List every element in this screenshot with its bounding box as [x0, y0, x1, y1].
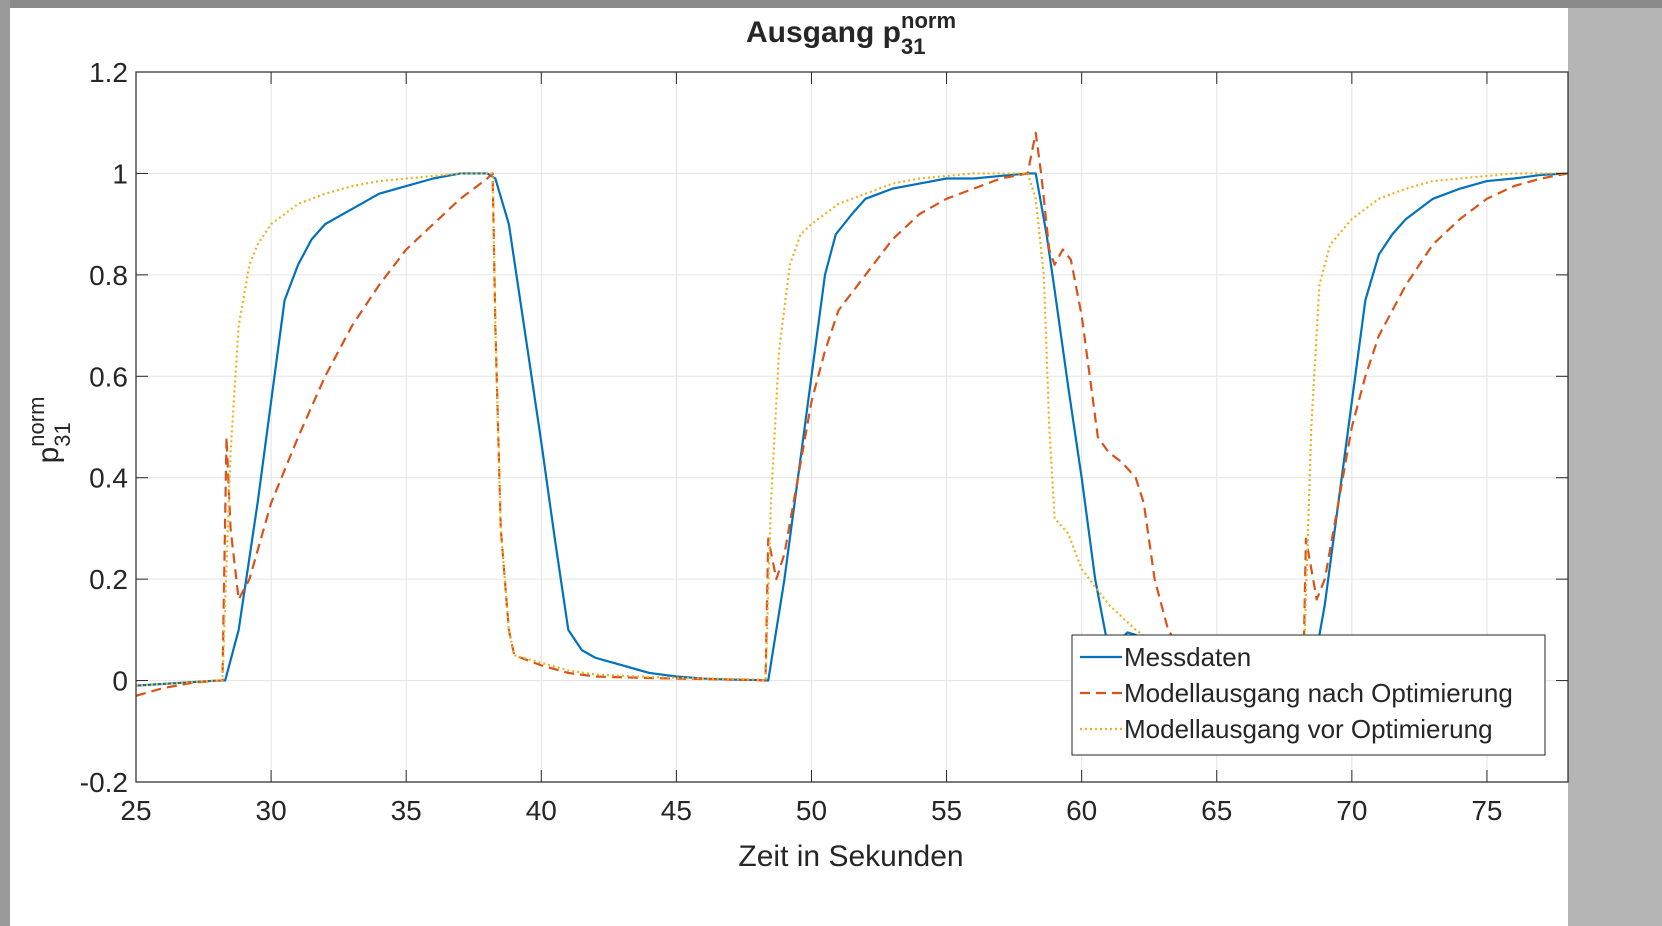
x-tick-label: 35 — [391, 795, 422, 826]
series-line — [136, 172, 1568, 687]
series-line — [136, 131, 1568, 697]
x-tick-label: 75 — [1471, 795, 1502, 826]
x-tick-label: 60 — [1066, 795, 1097, 826]
x-axis-label: Zeit in Sekunden — [738, 840, 963, 873]
y-label-text: pnorm31 — [24, 397, 75, 464]
y-tick-label: -0.2 — [80, 767, 128, 798]
legend-box — [1071, 634, 1546, 756]
legend: Messdaten Modellausgang nach Optimierung M… — [1071, 634, 1546, 756]
backdrop-right — [1568, 8, 1662, 926]
y-tick-label: 1.2 — [89, 57, 128, 88]
backdrop-top — [0, 0, 1662, 8]
legend-label: Modellausgang vor Optimierung — [1124, 714, 1493, 744]
y-tick-label: 0.4 — [89, 463, 128, 494]
x-tick-label: 50 — [796, 795, 827, 826]
chart-title: Ausgang pnorm 31 — [746, 8, 956, 59]
legend-label: Modellausgang nach Optimierung — [1124, 678, 1513, 708]
title-text: Ausgang p — [746, 16, 901, 49]
plot-lines — [136, 131, 1568, 697]
x-tick-label: 45 — [661, 795, 692, 826]
y-tick-label: 0 — [112, 666, 128, 697]
legend-label: Messdaten — [1124, 642, 1251, 672]
x-tick-label: 70 — [1336, 795, 1367, 826]
x-tick-label: 25 — [120, 795, 151, 826]
series-line — [136, 172, 1568, 687]
x-tick-label: 40 — [526, 795, 557, 826]
y-label-superscript: norm — [24, 397, 49, 447]
axes-box — [135, 71, 1569, 783]
ticks: 25 30 35 40 45 50 55 60 65 70 75 -0.2 0 0.2 0.4 0.6 0.8 1… — [80, 57, 1568, 826]
x-tick-label: 55 — [931, 795, 962, 826]
backdrop-left — [0, 0, 10, 926]
y-tick-label: 0.6 — [89, 361, 128, 392]
y-tick-label: 1 — [112, 158, 128, 189]
y-label-subscript: 31 — [50, 422, 75, 446]
y-tick-label: 0.2 — [89, 564, 128, 595]
x-tick-label: 65 — [1201, 795, 1232, 826]
y-tick-label: 0.8 — [89, 260, 128, 291]
y-axis-label: pnorm31 — [24, 397, 75, 464]
y-label-base: p — [32, 447, 65, 464]
title-superscript: norm — [901, 8, 956, 33]
title-subscript: 31 — [901, 34, 925, 59]
x-tick-label: 30 — [256, 795, 287, 826]
